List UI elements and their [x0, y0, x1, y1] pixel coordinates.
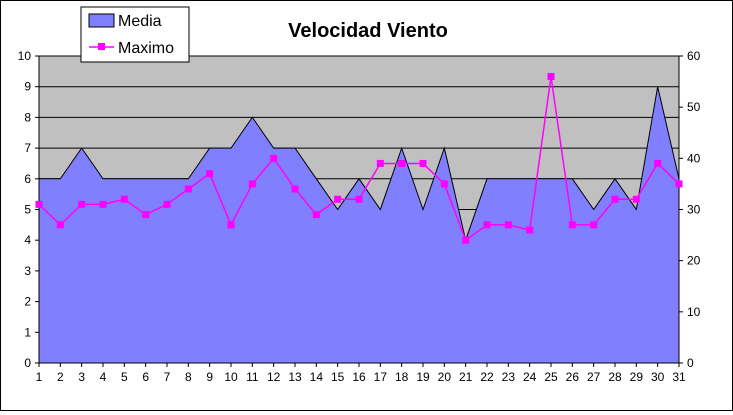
legend-swatch-media — [88, 13, 115, 28]
data-point-maximo — [163, 200, 171, 208]
data-point-maximo — [334, 195, 342, 203]
data-point-maximo — [526, 226, 534, 234]
legend: Media Maximo — [80, 6, 190, 63]
x-tick-label: 15 — [331, 370, 345, 384]
data-point-maximo — [654, 159, 662, 167]
y-left-tick-label: 6 — [24, 172, 31, 186]
data-point-maximo — [398, 159, 406, 167]
x-tick-label: 4 — [100, 370, 107, 384]
x-tick-label: 7 — [164, 370, 171, 384]
x-tick-label: 21 — [459, 370, 473, 384]
series-maximo-markers — [35, 72, 683, 244]
x-tick-label: 24 — [523, 370, 537, 384]
data-point-maximo — [547, 72, 555, 80]
data-point-maximo — [504, 221, 512, 229]
x-tick-label: 11 — [246, 370, 259, 384]
data-point-maximo — [440, 180, 448, 188]
x-tick-label: 26 — [566, 370, 580, 384]
x-tick-label: 16 — [352, 370, 366, 384]
legend-marker-maximo — [98, 43, 105, 50]
data-point-maximo — [675, 180, 683, 188]
x-axis: 1 2 3 4 5 6 7 8 9 10 11 12 13 14 15 16 17 18 19 20 21 22 23 24 2… — [36, 363, 686, 384]
y-left-tick-label: 3 — [24, 264, 31, 278]
data-point-maximo — [312, 211, 320, 219]
y-right-tick-label: 0 — [687, 356, 694, 370]
data-point-maximo — [611, 195, 619, 203]
series-media-area — [38, 86, 680, 364]
x-tick-label: 3 — [78, 370, 85, 384]
data-point-maximo — [590, 221, 598, 229]
data-point-maximo — [120, 195, 128, 203]
x-tick-label: 9 — [206, 370, 213, 384]
x-tick-label: 22 — [480, 370, 494, 384]
data-point-maximo — [206, 170, 214, 178]
y-right-tick-label: 40 — [687, 151, 701, 165]
x-tick-label: 31 — [672, 370, 686, 384]
x-tick-label: 18 — [395, 370, 409, 384]
x-tick-label: 8 — [185, 370, 192, 384]
x-tick-label: 10 — [224, 370, 238, 384]
data-point-maximo — [99, 200, 107, 208]
legend-label-media: Media — [118, 13, 162, 30]
x-tick-label: 14 — [310, 370, 324, 384]
data-point-maximo — [56, 221, 64, 229]
x-tick-label: 6 — [142, 370, 149, 384]
x-tick-label: 30 — [651, 370, 665, 384]
y-left-tick-label: 5 — [24, 203, 31, 217]
legend-label-maximo: Maximo — [118, 40, 174, 57]
data-point-maximo — [355, 195, 363, 203]
data-point-maximo — [376, 159, 384, 167]
y-right-tick-label: 50 — [687, 100, 701, 114]
data-point-maximo — [78, 200, 86, 208]
data-point-maximo — [291, 185, 299, 193]
y-left-tick-label: 1 — [24, 325, 31, 339]
x-tick-label: 28 — [608, 370, 622, 384]
x-tick-label: 1 — [36, 370, 43, 384]
data-point-maximo — [483, 221, 491, 229]
y-axis-left: 0 1 2 3 4 5 6 7 8 9 10 — [18, 49, 39, 370]
chart-title: Velocidad Viento — [288, 20, 448, 42]
data-point-maximo — [568, 221, 576, 229]
data-point-maximo — [462, 236, 470, 244]
x-tick-label: 2 — [57, 370, 64, 384]
x-tick-label: 29 — [630, 370, 644, 384]
x-tick-label: 5 — [121, 370, 128, 384]
y-right-tick-label: 10 — [687, 305, 701, 319]
y-right-tick-label: 60 — [687, 49, 701, 63]
x-tick-label: 19 — [416, 370, 430, 384]
y-axis-right: 0 10 20 30 40 50 60 — [679, 49, 701, 370]
data-point-maximo — [184, 185, 192, 193]
data-point-maximo — [142, 211, 150, 219]
y-left-tick-label: 2 — [24, 295, 31, 309]
y-left-tick-label: 4 — [24, 233, 31, 247]
y-left-tick-label: 7 — [24, 141, 31, 155]
data-point-maximo — [270, 154, 278, 162]
y-right-tick-label: 30 — [687, 203, 701, 217]
y-left-tick-label: 8 — [24, 110, 31, 124]
data-point-maximo — [632, 195, 640, 203]
y-left-tick-label: 10 — [18, 49, 32, 63]
x-tick-label: 12 — [267, 370, 281, 384]
x-tick-label: 17 — [374, 370, 388, 384]
data-point-maximo — [419, 159, 427, 167]
x-tick-label: 23 — [502, 370, 516, 384]
x-tick-label: 27 — [587, 370, 601, 384]
x-tick-label: 25 — [544, 370, 558, 384]
data-point-maximo — [248, 180, 256, 188]
y-right-tick-label: 20 — [687, 254, 701, 268]
y-left-tick-label: 0 — [24, 356, 31, 370]
y-left-tick-label: 9 — [24, 80, 31, 94]
x-tick-label: 13 — [288, 370, 302, 384]
data-point-maximo — [227, 221, 235, 229]
x-tick-label: 20 — [438, 370, 452, 384]
data-point-maximo — [35, 200, 43, 208]
